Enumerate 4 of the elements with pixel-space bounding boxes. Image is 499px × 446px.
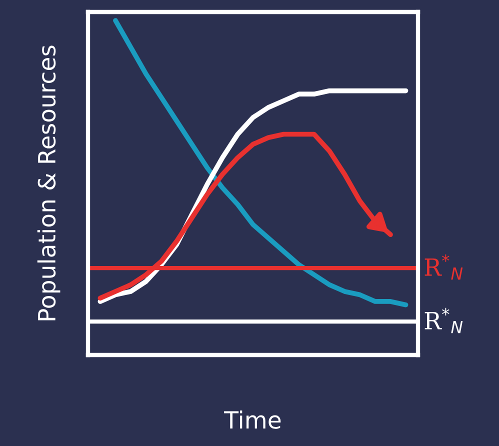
ref-line-label: R$^{*}$$_{N}$ [424,254,463,280]
ref-line-label: R$^{*}$$_{N}$ [424,308,463,334]
x-axis-title: Time [224,410,281,429]
y-axis-title: Population & Resources [37,46,60,320]
